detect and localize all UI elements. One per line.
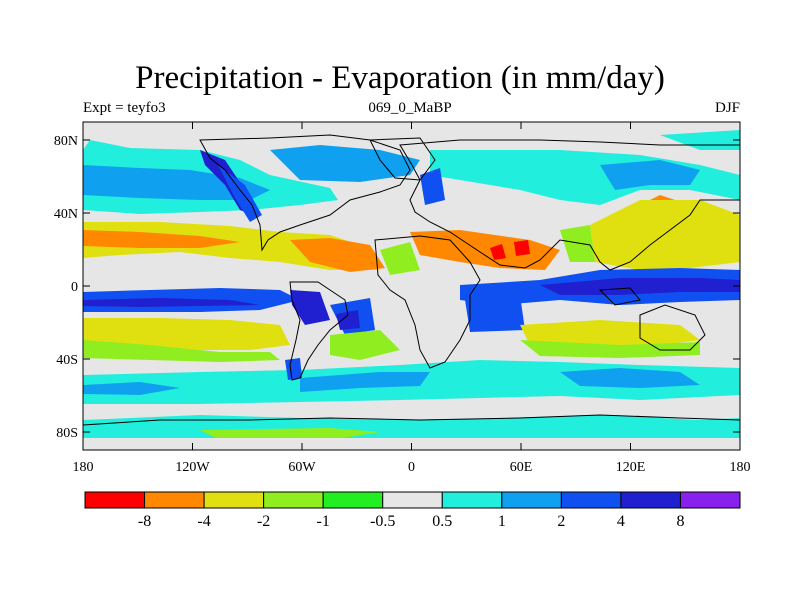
colorbar-label: 0.5 bbox=[432, 513, 452, 530]
colorbar-swatch bbox=[203, 491, 265, 509]
dry-belt-south-green bbox=[83, 340, 280, 362]
wet-southern-ocean-core-2 bbox=[560, 368, 700, 388]
itcz-band-core bbox=[83, 298, 260, 307]
period-label: 069_0_MaBP bbox=[368, 100, 452, 116]
indonesia-outline bbox=[598, 287, 641, 306]
lon-label: 0 bbox=[408, 460, 415, 475]
colorbar-swatch bbox=[560, 491, 622, 509]
dry-south-atlantic bbox=[330, 330, 400, 360]
colorbar-swatch bbox=[679, 491, 741, 509]
lon-label: 120W bbox=[175, 460, 210, 475]
season-label: DJF bbox=[714, 100, 740, 116]
wet-band-north-pacific-core bbox=[83, 165, 270, 200]
greenland-outline bbox=[369, 137, 436, 181]
north-america-outline bbox=[199, 134, 411, 252]
colorbar-label: -1 bbox=[317, 513, 330, 530]
dry-west-pacific-yellow bbox=[590, 200, 740, 270]
colorbar-label: -4 bbox=[197, 513, 210, 530]
dry-south-indian bbox=[520, 320, 700, 348]
antarctic-dry-green bbox=[200, 428, 380, 440]
colorbar-label: -0.5 bbox=[370, 513, 395, 530]
amazon-wet bbox=[290, 290, 330, 325]
lat-label: 80S bbox=[56, 426, 78, 441]
south-america-outline bbox=[289, 281, 349, 381]
africa-outline bbox=[374, 235, 481, 369]
lat-label: 40S bbox=[56, 353, 78, 368]
lat-ticks bbox=[83, 139, 740, 433]
colorbar: -8 -4 -2 -1 -0.5 0.5 1 2 4 8 bbox=[84, 491, 741, 530]
wet-south-pacific bbox=[83, 382, 180, 395]
dry-north-africa-green bbox=[380, 242, 420, 275]
experiment-label: Expt = teyfo3 bbox=[83, 100, 166, 116]
indian-ocean-wet-ring bbox=[465, 295, 525, 332]
very-dry-core-1 bbox=[490, 244, 506, 260]
lat-label: 0 bbox=[71, 280, 78, 295]
continent-outlines bbox=[82, 134, 741, 426]
wet-east-asia bbox=[600, 160, 700, 190]
lon-label: 60E bbox=[510, 460, 533, 475]
colorbar-label: 4 bbox=[617, 513, 625, 530]
dry-atlantic-africa bbox=[290, 238, 385, 272]
australia-outline bbox=[639, 304, 706, 351]
eurasia-outline bbox=[399, 139, 741, 271]
contour-field bbox=[83, 122, 740, 450]
colorbar-label: 8 bbox=[676, 513, 684, 530]
dry-belt-south bbox=[83, 318, 290, 350]
wet-southern-ocean-core bbox=[300, 372, 430, 392]
wet-south-america-tip bbox=[285, 358, 302, 380]
itcz-indo-pacific-core bbox=[540, 278, 740, 295]
lon-label: 180 bbox=[730, 460, 751, 475]
lon-ticks bbox=[82, 122, 631, 450]
colorbar-swatch bbox=[382, 491, 443, 509]
lat-label: 80N bbox=[54, 134, 78, 149]
wet-north-atlantic-2 bbox=[420, 168, 445, 205]
lon-label: 120E bbox=[616, 460, 646, 475]
colorbar-swatch bbox=[620, 491, 681, 509]
very-dry-core-2 bbox=[514, 240, 530, 256]
lon-label: 60W bbox=[288, 460, 316, 475]
antarctica-outline bbox=[82, 414, 741, 426]
colorbar-swatch bbox=[322, 491, 384, 509]
wet-band-north-atlantic bbox=[270, 145, 420, 182]
colorbar-swatch bbox=[263, 491, 324, 509]
colorbar-label: 2 bbox=[557, 513, 565, 530]
dry-core-north-pacific bbox=[83, 230, 240, 248]
colorbar-swatch bbox=[501, 491, 562, 509]
colorbar-swatch bbox=[144, 491, 205, 509]
colorbar-label: -2 bbox=[257, 513, 270, 530]
storm-track-core-2 bbox=[218, 165, 262, 222]
map-title: Precipitation - Evaporation (in mm/day) bbox=[135, 60, 665, 96]
colorbar-swatch bbox=[441, 491, 503, 509]
colorbar-label: 1 bbox=[498, 513, 506, 530]
lat-label: 40N bbox=[54, 207, 78, 222]
moderate-dry-central bbox=[560, 225, 595, 262]
colorbar-label: -8 bbox=[138, 513, 151, 530]
dry-south-indian-green bbox=[520, 340, 700, 358]
colorbar-swatch bbox=[84, 491, 146, 509]
lon-label: 180 bbox=[73, 460, 94, 475]
africa-wet-core bbox=[336, 310, 360, 330]
